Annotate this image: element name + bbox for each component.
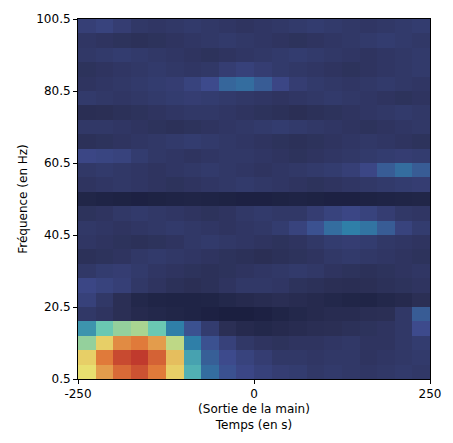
svg-text:250: 250 [419, 387, 442, 401]
svg-text:40.5: 40.5 [44, 228, 71, 242]
svg-text:0: 0 [250, 387, 258, 401]
svg-text:80.5: 80.5 [44, 84, 71, 98]
svg-text:-250: -250 [64, 387, 91, 401]
svg-text:60.5: 60.5 [44, 156, 71, 170]
svg-text:(Sortie de la main)Temps (en s: (Sortie de la main)Temps (en s) [198, 402, 310, 432]
svg-text:0.5: 0.5 [52, 372, 71, 386]
svg-text:100.5: 100.5 [36, 12, 70, 26]
svg-text:Fréquence (en Hz): Fréquence (en Hz) [16, 144, 30, 254]
svg-text:20.5: 20.5 [44, 300, 71, 314]
